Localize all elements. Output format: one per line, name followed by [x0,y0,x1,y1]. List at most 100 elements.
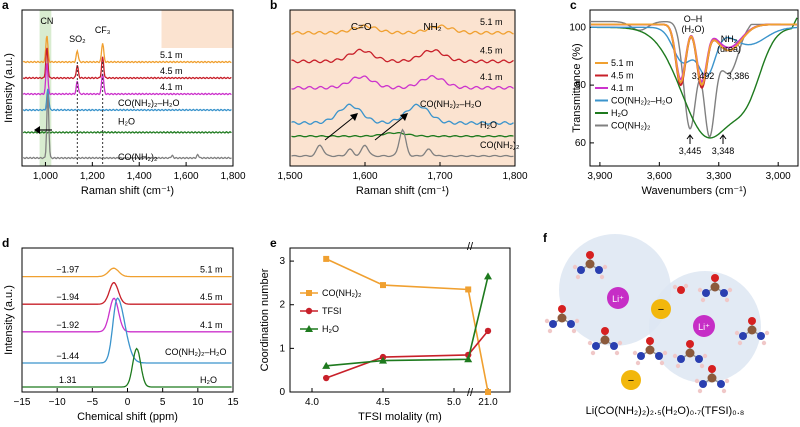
series-line-0 [291,24,514,35]
atom [645,345,655,355]
anion-sign-2: − [628,375,634,387]
annotation-cf3: CF₃ [95,25,111,35]
panel-c: 3,900 3,600 3,300 3,000 Wavenumbers (cm⁻¹) Tr… [569,0,799,197]
shaded-region [161,10,233,48]
atom [592,342,600,350]
legend-entry: 4.1 m [611,83,634,93]
shift-value-label: −1.94 [56,292,79,302]
series-line-0 [325,258,489,393]
series-line-2 [326,276,489,367]
x-tick-label: 1,800 [502,171,527,182]
y-axis-label: Intensity (a.u.) [3,285,15,355]
series-label: 5.1 m [480,17,503,27]
annotation-oh-sub: (H₂O) [682,24,705,34]
annotation-co: C=O [351,22,372,33]
atom [707,373,717,383]
y-tick-label: 0 [279,387,285,398]
annotation-cn: CN [40,16,53,26]
hydrogen-atom [683,283,689,289]
hydrogen-atom [659,360,665,366]
series-line-3 [22,297,232,364]
plot-frame [589,9,799,167]
annotation-nh2: NH₂ [721,34,738,44]
series-label: H₂O [118,116,135,126]
arrow-co [324,115,356,141]
hydrogen-atom [575,274,581,280]
hydrogen-atom [724,378,730,384]
series-label: CO(NH₂)₂ [480,140,520,150]
x-tick-label: 5.0 [447,397,461,408]
atom [558,305,566,313]
series-label: H₂O [480,120,497,130]
series-label: CO(NH₂)₂–H₂O [118,98,179,108]
axis-break-mark: // [467,241,474,253]
atom [739,332,747,340]
hydrogen-atom [702,353,708,359]
legend-entry: CO(NH₂)₂ [611,121,651,131]
panel-e: e 0 1 2 3 4.0 4.5 5.0 21.0 TFSI molality (m) Coord… [259,236,511,423]
water-oxygen [677,286,685,294]
hydrogen-atom [694,378,700,384]
atom [577,266,585,274]
shift-arrowhead [34,126,40,134]
series-label: H₂O [200,375,217,385]
series-line-5 [291,128,514,158]
hydrogen-atom [672,284,678,290]
lithium-ion-2 [693,315,715,337]
atom [747,325,757,335]
atom [711,274,719,282]
series-label: 5.1 m [160,50,183,60]
data-point [485,389,491,395]
y-axis-label: Coordination number [259,268,271,371]
series-label: 4.1 m [160,82,183,92]
x-axis-label: Raman shift (cm⁻¹) [356,185,449,197]
x-tick-label: 1,200 [80,171,105,182]
panel-d: −15 −10 −5 0 5 10 15 Chemical shift (ppm) Intens… [2,236,239,423]
plot-frame [21,9,234,167]
arrow-nh2 [374,115,406,141]
data-point [323,255,330,262]
atom [748,317,756,325]
x-tick-label: 3,600 [647,171,672,182]
series-line-1 [22,47,232,80]
y-axis-label: Intensity (a.u.) [3,53,15,123]
hydrogen-atom [672,353,678,359]
panel-label: d [2,236,9,250]
y-tick-label: 60 [575,138,587,149]
tfsi-anion-1 [651,299,671,319]
data-point [465,286,472,293]
peak-arrow [719,134,727,144]
data-point [379,356,387,364]
atom [677,355,685,363]
atom [702,289,710,297]
annotation-nh2: NH₂ [423,22,441,33]
legend-entry: H₂O [611,108,628,118]
atom [637,352,645,360]
data-point [484,272,492,280]
atom [708,365,716,373]
atom [685,348,695,358]
x-tick-label: 4.5 [376,397,390,408]
lithium-label-1: Li⁺ [612,294,624,304]
atom [717,380,725,388]
x-axis-label: TFSI molality (m) [358,411,442,423]
series-line-0 [22,35,232,64]
formula-label: Li(CO(NH₂)₂)₂.₅(H₂O)₀.₇(TFSI)₀.₈ [586,405,745,417]
atom [600,335,610,345]
x-tick-label: 0 [125,397,131,408]
panel-a: 1,000 1,200 1,400 1,600 1,800 Raman shift (cm… [2,0,246,197]
x-axis-label: Wavenumbers (cm⁻¹) [641,185,746,197]
panel-f-label: f [543,231,548,245]
x-tick-label: 5 [160,397,166,408]
panel-b: 1,500 1,600 1,700 1,800 Raman shift (cm⁻¹) b 5… [270,0,528,197]
x-axis-label: Raman shift (cm⁻¹) [81,185,174,197]
data-point [323,374,330,382]
panel-label: a [2,0,9,12]
atom [585,259,595,269]
hydrogen-atom [547,328,553,334]
x-tick-label: 1,500 [277,171,302,182]
annotation-so2: SO₂ [69,34,86,44]
series-line-4 [22,131,232,134]
x-tick-label: 1,000 [33,171,58,182]
